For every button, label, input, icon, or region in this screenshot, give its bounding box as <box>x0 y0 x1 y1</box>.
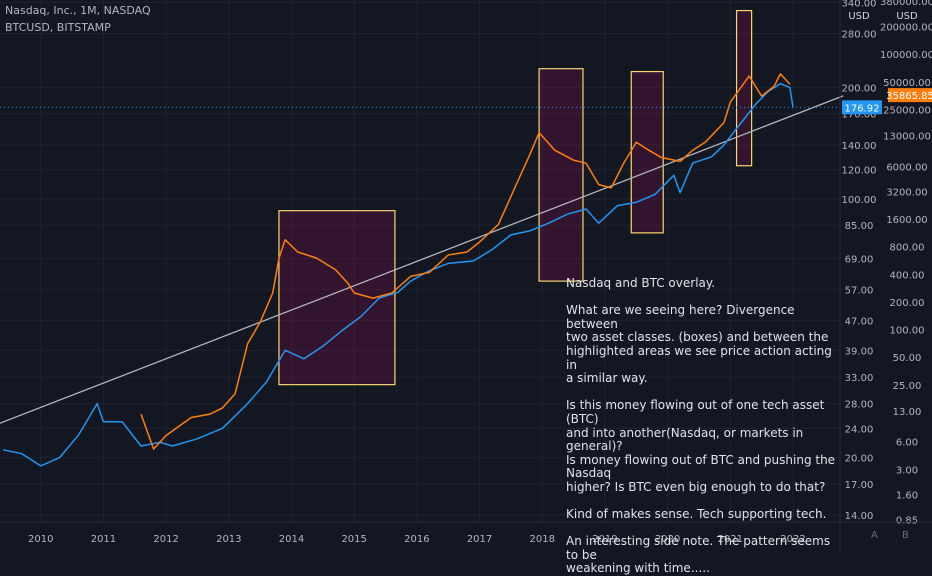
right-scale-tick: 3200.00 <box>886 187 927 198</box>
left-scale-tick: 200.00 <box>842 84 877 95</box>
x-tick-label: 2017 <box>467 534 492 545</box>
annotation-line <box>566 291 836 305</box>
right-scale-tick: 100000.00 <box>880 50 932 61</box>
annotation-line <box>566 386 836 400</box>
right-scale-tick: 800.00 <box>890 243 925 254</box>
left-scale-tick: 57.00 <box>845 285 874 296</box>
annotation-line: a similar way. <box>566 371 648 386</box>
right-scale-tick: 200000.00 <box>880 23 932 34</box>
grid <box>0 0 840 522</box>
right-unit-label: USD <box>896 11 918 22</box>
x-tick-label: 2013 <box>216 534 241 545</box>
last-price-tag-ndaq <box>842 100 882 115</box>
right-scale-tick: 400.00 <box>890 270 925 281</box>
highlight-box <box>735 9 753 167</box>
series-line-btc <box>140 73 791 450</box>
left-scale-tick: 69.00 <box>845 255 874 266</box>
annotation-line: highlighted areas we see price action ac… <box>566 343 836 372</box>
x-tick-label: 2015 <box>341 534 366 545</box>
x-tick-label: 2021 <box>718 534 743 545</box>
annotation-line: Is this money flowing out of one tech as… <box>566 398 829 426</box>
left-scale-tick: 17.00 <box>845 480 874 491</box>
last-price-label-btc: 35865.85 <box>886 91 932 102</box>
right-scale-tick: 380000.00 <box>880 0 932 8</box>
annotation-line: Is money flowing out of BTC and pushing … <box>566 452 839 481</box>
left-scale-tick: 14.00 <box>845 511 874 522</box>
x-tick-label: 2010 <box>28 534 53 545</box>
left-scale-tick: 170.00 <box>842 110 877 121</box>
left-scale-tick: 280.00 <box>842 30 877 41</box>
price-scales: 340.00 280.00 200.00 170.00 140.00 120.00 100.… <box>0 0 932 550</box>
annotation-line: An interesting side note. The pattern se… <box>566 534 834 562</box>
x-tick-label: 2020 <box>655 534 680 545</box>
right-scale-tick: 25000.00 <box>883 105 931 116</box>
price-chart[interactable]: 2010 2011 2012 2013 2014 2015 2016 2017 2018 2019… <box>0 0 932 550</box>
left-scale-tick: 24.00 <box>845 424 874 435</box>
right-scale-tick: 1.60 <box>896 490 918 501</box>
right-scale-tick: 6000.00 <box>886 162 927 173</box>
annotation-text[interactable]: Nasdaq and BTC overlay. What are we seein… <box>566 276 839 576</box>
right-scale-tick: 13000.00 <box>883 132 931 143</box>
right-scale-tick: 1600.00 <box>886 215 927 226</box>
annotation-line: Kind of makes sense. Tech supporting tec… <box>566 507 827 522</box>
annotation-line: and into another(Nasdaq, or markets in g… <box>566 425 808 454</box>
left-scale-tick: 47.00 <box>845 316 874 327</box>
right-scale-tick: 0.85 <box>896 516 918 527</box>
x-tick-label: 2018 <box>530 534 555 545</box>
last-price-tag-btc <box>888 88 932 103</box>
highlight-box <box>538 68 584 282</box>
left-scale-tick: 100.00 <box>842 195 877 206</box>
log-scale-button[interactable]: B <box>902 530 909 541</box>
annotation-line: weakening with time..... <box>566 561 710 576</box>
left-scale-tick: 340.00 <box>842 0 877 9</box>
left-unit-label: USD <box>848 11 870 22</box>
left-scale-tick: 33.00 <box>845 373 874 384</box>
x-tick-label: 2019 <box>592 534 617 545</box>
left-scale-tick: 120.00 <box>842 166 877 177</box>
right-scale-unit: USD <box>892 0 922 22</box>
right-scale-tick: 50000.00 <box>883 78 931 89</box>
annotation-line: two asset classes. (boxes) and between t… <box>566 330 829 345</box>
left-scale-tick: 140.00 <box>842 141 877 152</box>
x-tick-label: 2011 <box>91 534 116 545</box>
last-price-label-ndaq: 176.92 <box>845 103 880 114</box>
right-scale-tick: 200.00 <box>890 298 925 309</box>
x-tick-label: 2022 <box>780 534 805 545</box>
symbol-legend-ndaq[interactable]: Nasdaq, Inc., 1M, NASDAQ <box>5 4 151 17</box>
auto-scale-button[interactable]: A <box>871 530 878 541</box>
right-scale-tick: 25.00 <box>893 381 922 392</box>
x-tick-label: 2016 <box>404 534 429 545</box>
x-axis: 2010 2011 2012 2013 2014 2015 2016 2017 2018 2019… <box>28 534 806 545</box>
left-scale-tick: 28.00 <box>845 400 874 411</box>
left-scale-tick: 20.00 <box>845 454 874 465</box>
symbol-legend-btc[interactable]: BTCUSD, BITSTAMP <box>5 21 111 34</box>
highlight-box <box>278 210 396 386</box>
right-scale-tick: 6.00 <box>896 438 918 449</box>
series-line-ndaq <box>2 82 794 467</box>
series-lines <box>0 73 844 467</box>
right-scale-tick: 100.00 <box>890 326 925 337</box>
right-scale-tick: 3.00 <box>896 465 918 476</box>
trend-line <box>0 95 844 424</box>
x-tick-label: 2014 <box>279 534 304 545</box>
annotation-line: What are we seeing here? Divergence betw… <box>566 303 799 331</box>
right-scale-tick: 13.00 <box>893 407 922 418</box>
annotation-line: Nasdaq and BTC overlay. <box>566 276 716 290</box>
annotation-line <box>566 522 836 536</box>
right-scale-tick: 50.00 <box>893 353 922 364</box>
left-scale-tick: 85.00 <box>845 221 874 232</box>
annotation-line <box>566 495 836 509</box>
annotation-line: higher? Is BTC even big enough to do tha… <box>566 479 826 494</box>
left-scale-unit: USD <box>846 0 872 22</box>
highlight-box <box>630 70 664 234</box>
x-tick-label: 2012 <box>153 534 178 545</box>
left-scale-tick: 39.00 <box>845 346 874 357</box>
